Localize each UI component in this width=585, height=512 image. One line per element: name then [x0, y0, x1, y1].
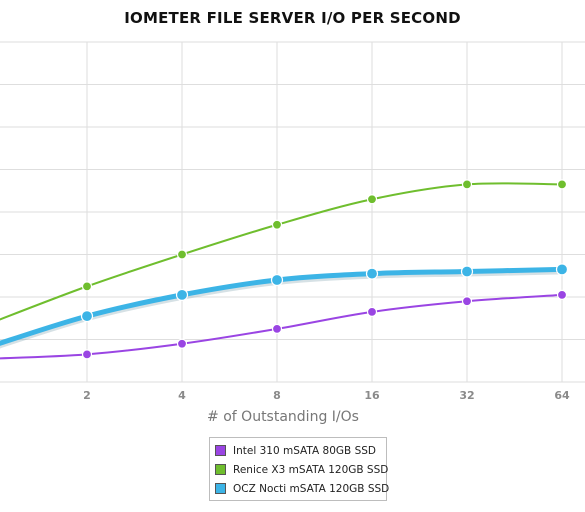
- series-2: [0, 179, 568, 321]
- data-point: [81, 281, 93, 292]
- legend-swatch: [215, 445, 226, 456]
- legend-item: OCZ Nocti mSATA 120GB SSD: [215, 479, 389, 498]
- legend: Intel 310 mSATA 80GB SSD Renice X3 mSATA …: [209, 437, 389, 501]
- series-group: [0, 179, 569, 360]
- x-tick-label: 16: [364, 389, 380, 402]
- legend-item: Intel 310 mSATA 80GB SSD: [215, 441, 381, 460]
- data-point: [270, 273, 284, 287]
- data-point: [365, 267, 379, 280]
- data-point: [461, 179, 473, 190]
- x-tick-label: 64: [554, 389, 570, 402]
- series-line: [0, 182, 563, 321]
- x-tick-label: 2: [83, 389, 91, 402]
- legend-swatch: [215, 464, 226, 475]
- data-point: [176, 338, 188, 349]
- data-point: [81, 349, 93, 360]
- data-point: [555, 263, 569, 276]
- legend-swatch: [215, 483, 226, 494]
- grid: [0, 41, 585, 383]
- series-3: [0, 263, 569, 349]
- x-tick-labels: 2 4 8 16 32 64: [83, 389, 570, 402]
- chart-title: IOMETER FILE SERVER I/O PER SECOND: [124, 9, 461, 27]
- data-point: [556, 289, 568, 300]
- data-point: [556, 179, 568, 190]
- series-1: [0, 289, 568, 360]
- x-tick-label: 4: [178, 389, 186, 402]
- x-tick-label: 8: [273, 389, 281, 402]
- x-tick-label: 32: [459, 389, 474, 402]
- data-point: [175, 288, 189, 301]
- x-axis-title: # of Outstanding I/Os: [207, 409, 359, 425]
- data-point: [366, 194, 378, 205]
- data-point: [176, 249, 188, 260]
- legend-label: OCZ Nocti mSATA 120GB SSD: [233, 482, 390, 495]
- data-point: [271, 323, 283, 334]
- data-point: [271, 219, 283, 230]
- legend-label: Renice X3 mSATA 120GB SSD: [233, 463, 389, 476]
- data-point: [80, 310, 94, 323]
- legend-item: Renice X3 mSATA 120GB SSD: [215, 460, 388, 479]
- data-point: [366, 306, 378, 317]
- data-point: [461, 296, 473, 307]
- data-point: [460, 265, 474, 278]
- legend-label: Intel 310 mSATA 80GB SSD: [233, 444, 376, 457]
